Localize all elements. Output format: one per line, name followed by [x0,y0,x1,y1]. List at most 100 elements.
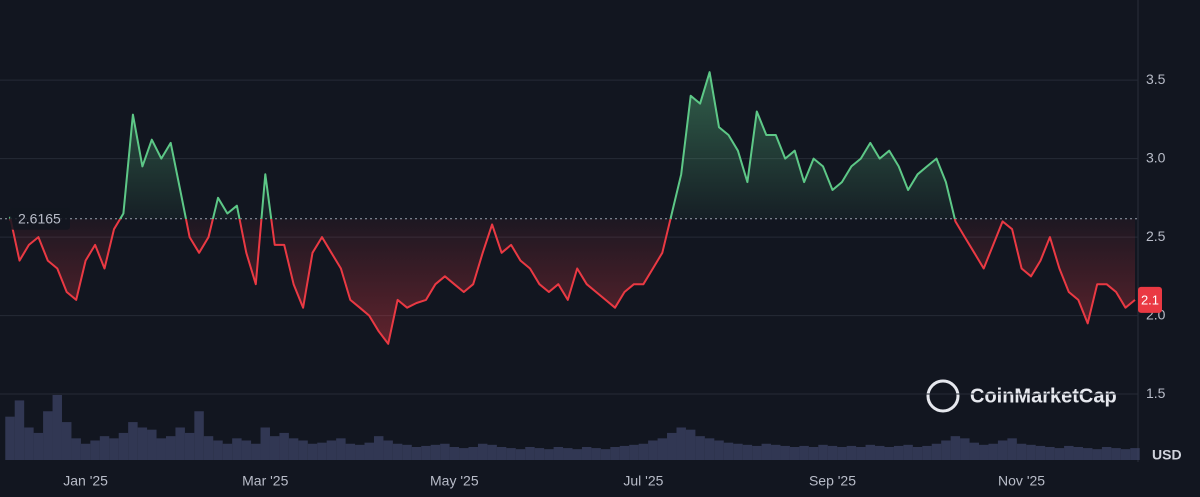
volume-bar [761,443,772,460]
volume-bar [1007,438,1017,460]
y-tick-label: 3.0 [1146,149,1166,165]
baseline-label-bg [10,207,70,230]
y-tick-label: 1.5 [1146,385,1166,401]
volume-bar [742,444,753,460]
volume-bar [71,438,81,460]
volume-bar [789,447,800,460]
volume-bar [818,444,828,460]
volume-bar [733,443,743,460]
volume-bar [931,443,942,460]
volume-bar [1120,449,1131,460]
volume-bar [459,448,469,460]
volume-bar [1035,445,1046,460]
volume-bar [496,447,507,460]
volume-bar [1064,445,1074,460]
volume-bar [846,445,857,460]
volume-bar [525,447,535,460]
volume-bar [600,449,611,460]
volume-bar [827,445,838,460]
volume-bar [251,443,261,460]
last-price: 2.1 [1141,292,1159,307]
last-price-bg [1138,286,1162,313]
volume-bar [1101,447,1112,460]
volume-bar [771,444,781,460]
volume-bar [723,442,734,460]
volume-bar [581,447,592,460]
volume-bar [1026,444,1036,460]
volume-bar [440,443,450,460]
volume-bar [402,444,412,460]
volume-bar [893,445,904,460]
volume-bar [619,445,630,460]
volume-bar [1073,447,1084,460]
volume-bar [14,400,25,460]
volume-bar [147,429,157,460]
x-tick-label: May '25 [430,473,479,489]
volume-bar [232,438,242,460]
volume-bar [118,432,129,460]
volume-bar [941,440,951,460]
volume-bar [61,422,72,460]
volume-bar [685,429,696,460]
currency: USD [1152,447,1182,463]
volume-bar [695,436,705,460]
volume-bar [638,443,649,460]
volume-bar [884,447,894,460]
volume-bar [657,438,668,460]
volume-bar [383,440,393,460]
volume-bar [487,444,497,460]
volume-bar [269,436,280,460]
volume-bar [468,447,478,460]
volume-bar [515,449,526,460]
volume-bar [912,447,923,460]
volume-bar [648,440,658,460]
logo: CoinMarketCap [926,379,1117,413]
volume-bar [222,443,233,460]
volume-bar [1092,449,1102,460]
volume-bar [241,440,252,460]
volume-bar [704,438,715,460]
volume-bar [676,427,686,460]
volume-bar [799,445,809,460]
volume-bar [184,432,195,460]
volume-bar [714,440,724,460]
volume-bar [979,444,989,460]
volume-bar [780,445,790,460]
volume-bar [99,436,110,460]
volume-bar [213,440,223,460]
volume-bar [355,444,365,460]
volume-bar [298,440,308,460]
volume-bar [1016,443,1027,460]
volume-bar [997,440,1008,460]
volume-bar [856,447,866,460]
volume-bar [260,427,270,460]
volume-bar [544,449,554,460]
volume-bar [610,447,620,460]
volume-bar [109,438,119,460]
volume-bar [534,448,545,460]
volume-bar [90,440,100,460]
volume-bar [137,427,148,460]
volume-bar [563,448,573,460]
volume-bar [837,447,847,460]
volume-bar [80,443,91,460]
price-line [9,71,1136,345]
x-tick-label: Jan '25 [63,473,108,489]
volume-bar [203,436,214,460]
volume-bar [364,442,374,460]
volume-bar [875,445,885,460]
volume-bar [960,438,970,460]
volume-bar [345,443,356,460]
x-tick-label: Mar '25 [242,473,288,489]
volume-bar [128,422,138,460]
volume-bar [373,436,384,460]
volume-bar [24,427,34,460]
volume-bar [156,438,166,460]
logo-icon [926,379,960,413]
volume-bar [279,432,289,460]
volume-bar [1130,448,1140,460]
volume-bar [808,447,819,460]
volume-bar [326,440,337,460]
volume-bar [430,444,441,460]
